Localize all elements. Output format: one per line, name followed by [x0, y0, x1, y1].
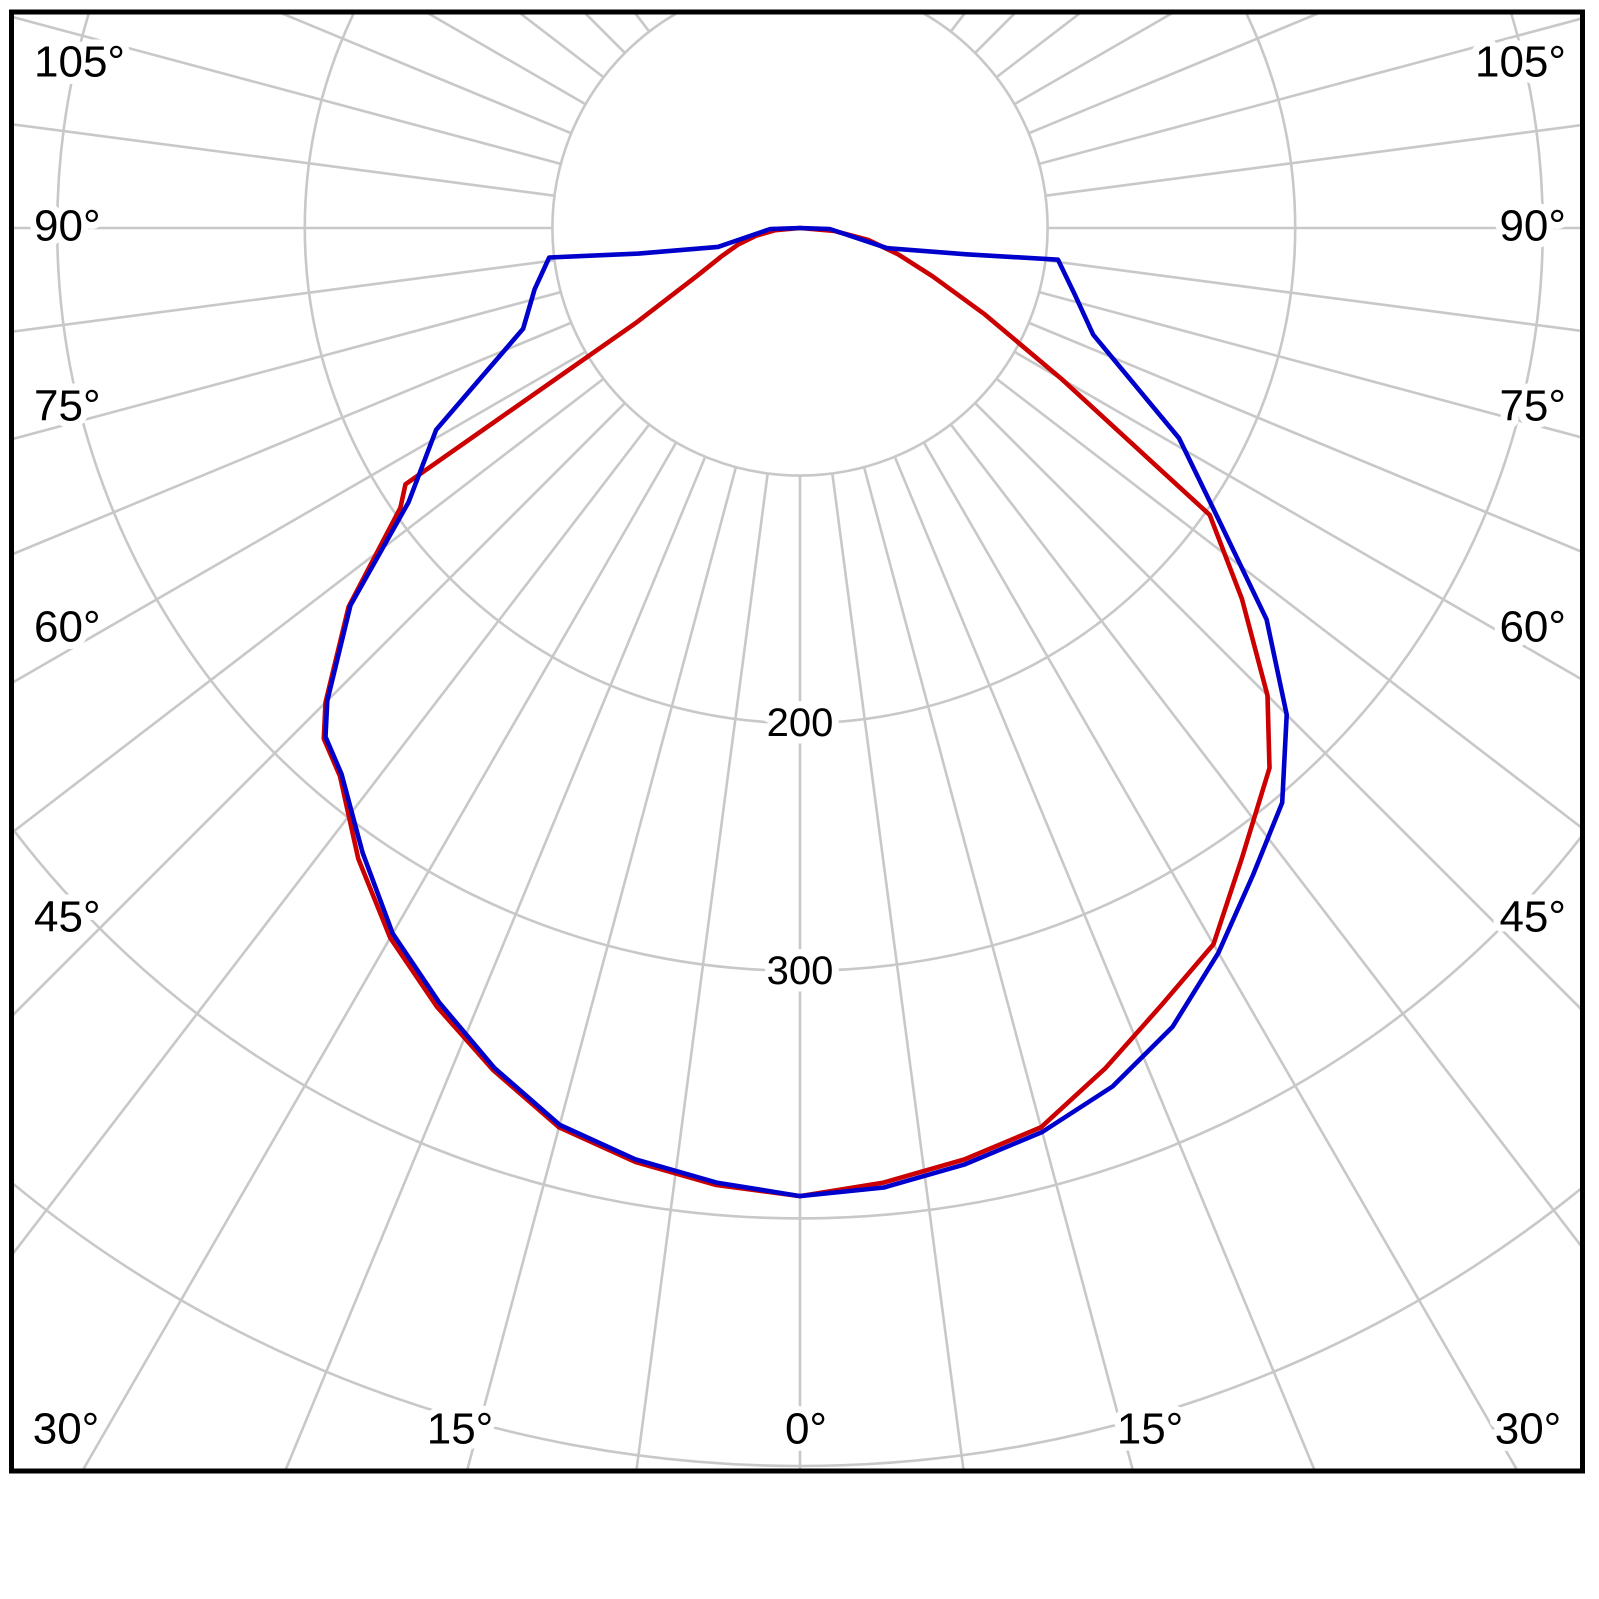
grid-ray-left-112.5	[281, 14, 572, 135]
grid-ray-right-67.5	[1028, 321, 1580, 553]
grid-ray-right-30	[922, 441, 1518, 1469]
grid-ray-left-97.5	[14, 123, 555, 197]
grid-ray-left-142.5	[634, 14, 651, 33]
grid-circle-100	[551, 14, 1049, 477]
grid-ray-right-97.5	[1045, 123, 1580, 197]
grid-ray-right-7.5	[831, 473, 965, 1469]
grid-ray-left-105	[14, 16, 562, 166]
plot-frame	[9, 9, 1585, 1474]
grid-ray-left-45	[14, 402, 626, 1016]
angle-label-bottom-right-15: 15°	[1117, 1405, 1184, 1454]
angle-label-left-105: 105°	[34, 38, 125, 87]
angle-label-bottom-right-30: 30°	[1495, 1405, 1562, 1454]
grid-ray-right-75	[1038, 290, 1580, 439]
grid-ray-left-75	[14, 290, 562, 440]
angle-label-left-75: 75°	[34, 382, 101, 431]
radial-label-200: 200	[767, 701, 834, 745]
angle-label-right-75: 75°	[1499, 382, 1566, 431]
angle-label-bottom-0: 0°	[785, 1405, 827, 1454]
radial-label-300: 300	[767, 949, 834, 993]
grid-ray-left-30	[82, 441, 678, 1469]
grid-ray-right-15	[862, 466, 1134, 1469]
c90-c270-curve	[323, 225, 1289, 1199]
grid-ray-right-105	[1038, 17, 1580, 166]
angle-label-bottom-left-30: 30°	[33, 1405, 100, 1454]
angle-label-left-60: 60°	[34, 603, 101, 652]
angle-label-right-45: 45°	[1499, 893, 1566, 942]
grid-ray-right-60	[1013, 350, 1580, 680]
angle-label-right-90: 90°	[1499, 202, 1566, 251]
legend: cd/klm C0 - C180 C90 - C270	[0, 1478, 1599, 1599]
grid-ray-left-52.5	[14, 377, 605, 833]
grid-ray-right-112.5	[1028, 14, 1319, 135]
angle-label-left-90: 90°	[34, 202, 101, 251]
grid-ray-left-67.5	[14, 321, 572, 555]
angle-label-right-60: 60°	[1499, 603, 1566, 652]
grid-ray-left-82.5	[14, 259, 555, 333]
grid-ray-right-82.5	[1045, 259, 1580, 333]
angle-label-left-45: 45°	[34, 893, 101, 942]
angle-label-right-105: 105°	[1475, 38, 1566, 87]
grid-ray-right-142.5	[949, 14, 966, 33]
grid-ray-right-52.5	[995, 377, 1580, 829]
grid-ray-left-22.5	[284, 456, 707, 1469]
grid-ray-right-37.5	[949, 423, 1580, 1247]
c0-c180-curve	[321, 225, 1272, 1199]
grid-ray-left-15	[466, 466, 738, 1469]
grid-ray-right-22.5	[893, 456, 1316, 1469]
grid-ray-right-45	[974, 402, 1580, 1010]
grid-ray-left-7.5	[635, 473, 769, 1469]
grid-ray-left-37.5	[14, 423, 651, 1255]
angle-label-bottom-left-15: 15°	[427, 1405, 494, 1454]
grid-ray-left-60	[14, 350, 587, 684]
